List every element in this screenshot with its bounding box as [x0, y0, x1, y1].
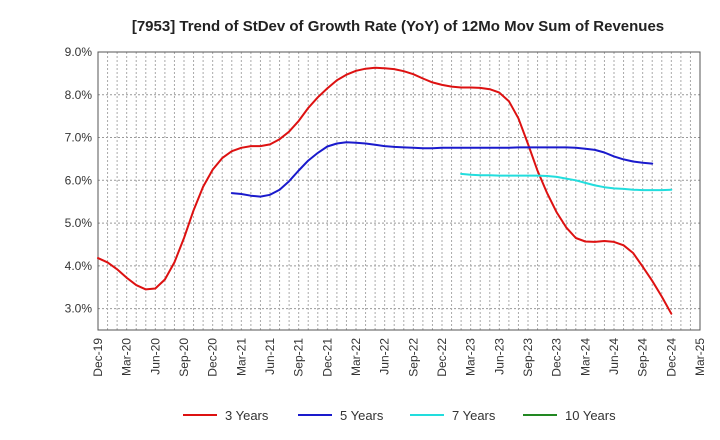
x-tick-label: Jun-21: [263, 338, 277, 375]
series-line-7-years: [460, 172, 673, 192]
x-tick-label: Dec-19: [91, 338, 105, 377]
x-tick-label: Jun-22: [378, 338, 392, 375]
legend-label: 7 Years: [452, 408, 496, 423]
x-tick-label: Sep-21: [292, 338, 306, 377]
x-tick-label: Mar-24: [578, 338, 592, 376]
x-tick-label: Dec-24: [664, 338, 678, 377]
legend-label: 10 Years: [565, 408, 616, 423]
x-tick-label: Mar-25: [693, 338, 707, 376]
x-axis: Dec-19 Mar-20 Jun-20 Sep-20 Dec-20 Mar-21 Jun-…: [91, 338, 707, 377]
legend-label: 5 Years: [340, 408, 384, 423]
y-tick-label: 5.0%: [65, 216, 93, 230]
x-tick-label: Jun-23: [492, 338, 506, 375]
x-tick-label: Dec-22: [435, 338, 449, 377]
x-tick-label: Mar-23: [464, 338, 478, 376]
y-tick-label: 7.0%: [65, 131, 93, 145]
series-lines: [97, 66, 673, 315]
x-tick-label: Dec-21: [320, 338, 334, 377]
series-line-5-years: [230, 141, 654, 198]
y-tick-label: 3.0%: [65, 302, 93, 316]
chart-title: [7953] Trend of StDev of Growth Rate (Yo…: [132, 18, 664, 35]
y-tick-label: 8.0%: [65, 88, 93, 102]
x-tick-label: Sep-22: [406, 338, 420, 377]
x-tick-label: Sep-24: [636, 338, 650, 377]
x-tick-label: Jun-20: [148, 338, 162, 375]
x-tick-label: Sep-20: [177, 338, 191, 377]
x-tick-label: Mar-20: [120, 338, 134, 376]
series-line-3-years: [97, 66, 673, 315]
x-tick-label: Mar-22: [349, 338, 363, 376]
x-tick-label: Dec-23: [550, 338, 564, 377]
y-tick-label: 6.0%: [65, 173, 93, 187]
legend: 3 Years 5 Years 7 Years 10 Years: [183, 408, 616, 423]
x-tick-label: Dec-20: [206, 338, 220, 377]
y-tick-label: 9.0%: [65, 45, 93, 59]
y-tick-label: 4.0%: [65, 259, 93, 273]
plot-area-frame: [97, 51, 701, 331]
x-tick-label: Mar-21: [234, 338, 248, 376]
x-tick-label: Jun-24: [607, 338, 621, 375]
grid-lines: [98, 51, 700, 330]
x-tick-label: Sep-23: [521, 338, 535, 377]
y-axis: 3.0% 4.0% 5.0% 6.0% 7.0% 8.0% 9.0%: [65, 45, 93, 316]
legend-label: 3 Years: [225, 408, 269, 423]
